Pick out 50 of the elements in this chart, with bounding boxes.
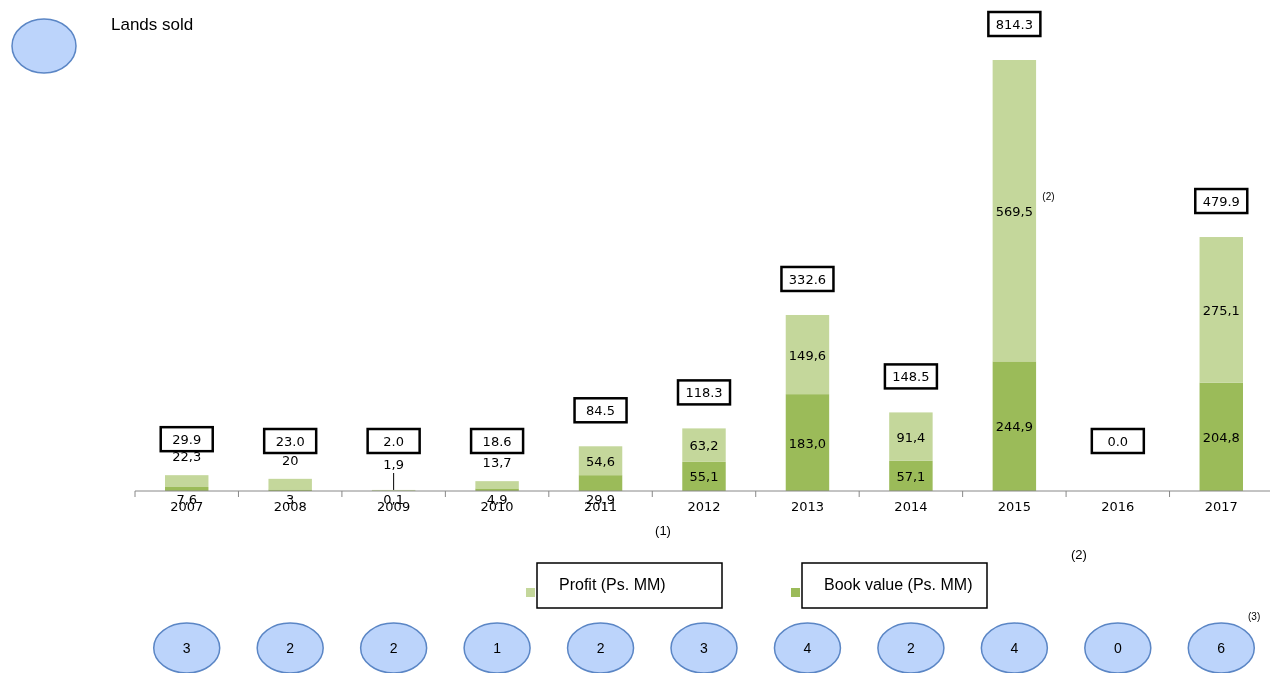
text: 4	[1010, 640, 1019, 656]
x-tick-label: 2014	[894, 499, 928, 514]
total-label: 814.3	[995, 17, 1033, 32]
data-label: 569,5	[995, 203, 1033, 219]
annotation: (2)	[1042, 191, 1055, 202]
text: 2	[389, 640, 398, 656]
x-tick-label: 2012	[687, 499, 721, 514]
data-label: 275,1	[1202, 302, 1240, 318]
data-label: 13,7	[482, 455, 512, 471]
total-label: 148.5	[892, 369, 930, 385]
text: 0	[1113, 640, 1122, 656]
total-label: 29.9	[172, 432, 202, 448]
data-label: 1,9	[383, 457, 404, 472]
text: (1)	[655, 523, 671, 538]
text: 0.0	[1107, 434, 1129, 449]
text: (2)	[1071, 547, 1087, 562]
total-label: 332.6	[788, 271, 827, 287]
total-label: 118.3	[685, 385, 723, 401]
data-label: 244,9	[995, 419, 1033, 435]
text: (3)	[1248, 611, 1261, 622]
x-tick-label: 2016	[1101, 499, 1135, 514]
x-tick-label: 2015	[997, 499, 1031, 514]
text: 2	[286, 640, 295, 656]
data-label: 54,6	[586, 453, 616, 469]
data-label: 22,3	[172, 449, 202, 465]
data-label: 20	[281, 452, 299, 468]
legend-label: Profit (Ps. MM)	[559, 576, 666, 593]
total-label: 2.0	[383, 434, 404, 449]
text: 4	[803, 640, 812, 656]
text: 1	[493, 640, 502, 656]
x-tick-label: 2017	[1204, 499, 1238, 514]
text: 3	[700, 640, 709, 656]
total-label: 479.9	[1202, 194, 1240, 210]
data-label: 63,2	[689, 438, 719, 454]
total-label: 18.6	[482, 434, 512, 449]
data-label: 149,6	[788, 347, 827, 363]
x-tick-label: 2013	[790, 499, 824, 514]
text: 3	[182, 640, 191, 656]
text: Lands sold	[111, 15, 194, 34]
total-label: 23.0	[275, 434, 305, 449]
data-label: 183,0	[788, 435, 827, 451]
total-label: 84.5	[586, 403, 616, 419]
data-label: 55,1	[689, 469, 719, 485]
text: 6	[1217, 640, 1226, 656]
data-label: 204,8	[1202, 429, 1240, 445]
text: 2	[596, 640, 605, 656]
text: 2	[907, 640, 916, 656]
data-label: 57,1	[896, 468, 926, 484]
legend-label: Book value (Ps. MM)	[824, 576, 973, 593]
data-label: 91,4	[896, 429, 926, 445]
